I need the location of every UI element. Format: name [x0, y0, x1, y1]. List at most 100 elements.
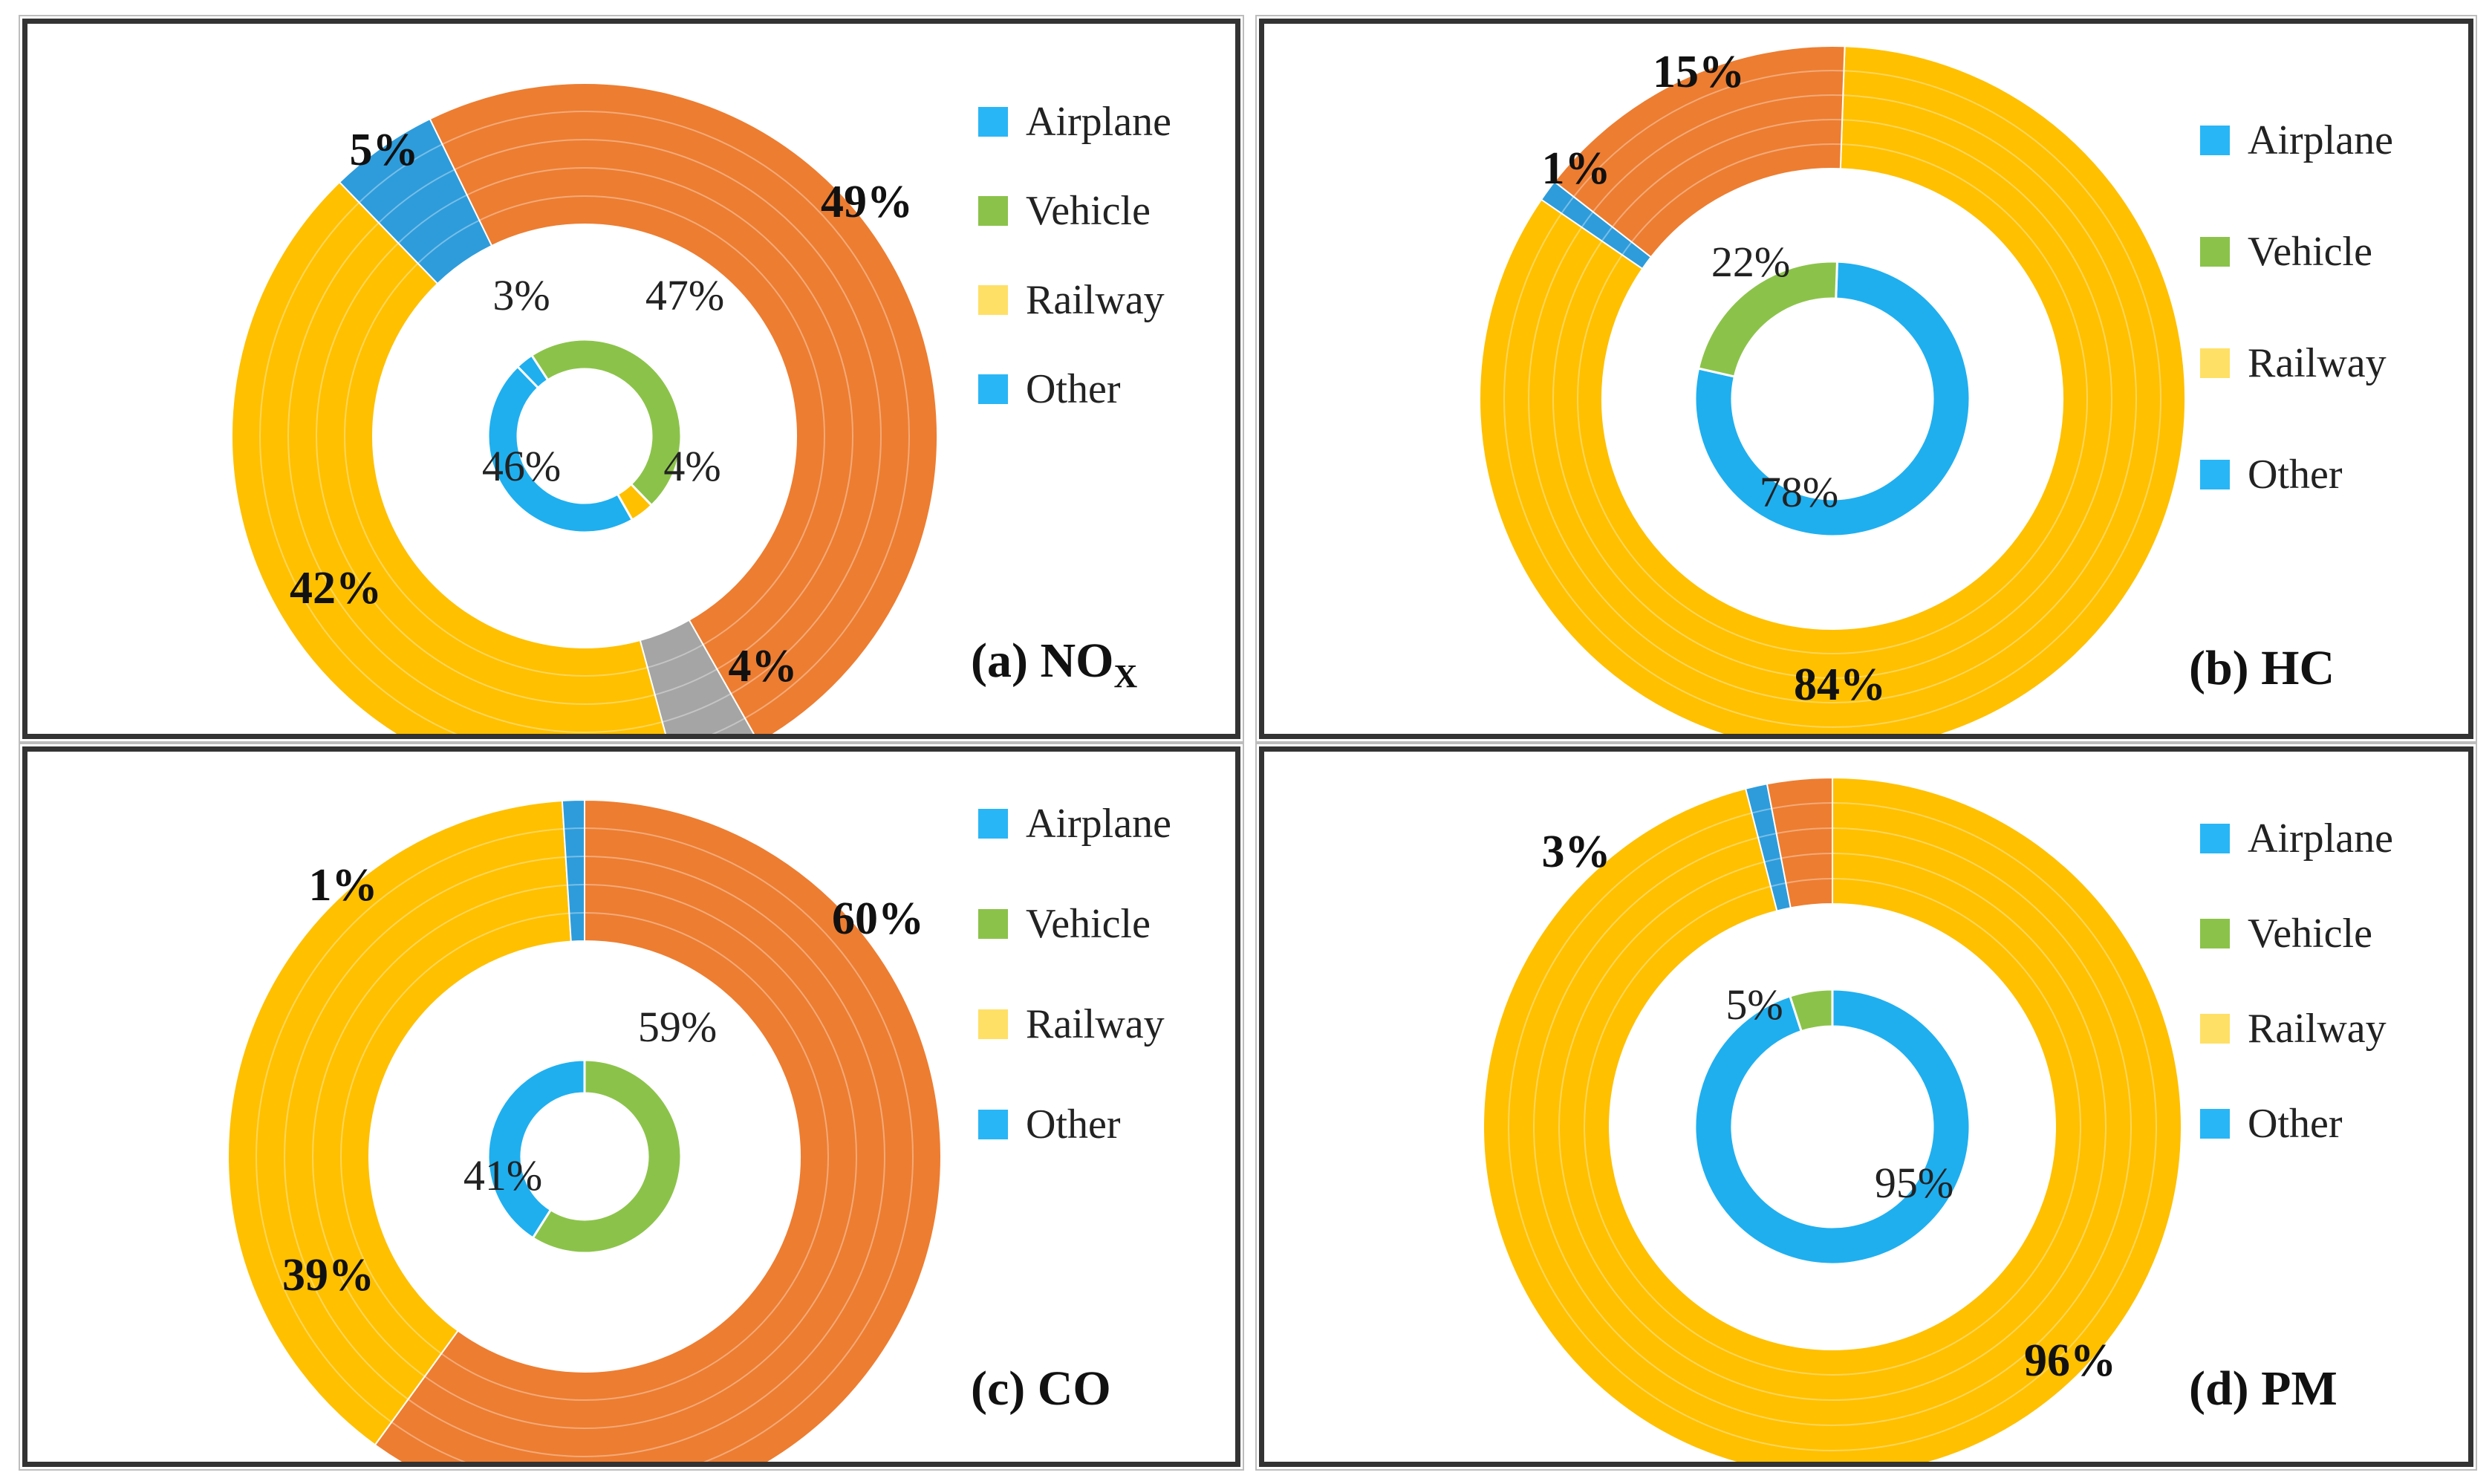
outer-data-label: 1%	[309, 860, 378, 911]
outer-slice-railway	[227, 799, 572, 1446]
ring-separator	[316, 167, 853, 705]
legend-label: Airplane	[1026, 99, 1171, 145]
legend-swatch	[978, 1009, 1008, 1039]
panel-title: (c) CO	[971, 1361, 1111, 1416]
legend-swatch	[2200, 824, 2230, 853]
outer-data-label: 1%	[1542, 143, 1611, 194]
legend-label: Airplane	[1026, 801, 1171, 847]
legend-item-airplane: Airplane	[978, 98, 1171, 146]
legend-item-vehicle: Vehicle	[978, 900, 1151, 948]
panel-title: (b) HC	[2189, 641, 2335, 695]
ring-separator	[340, 912, 829, 1401]
inner-data-label: 46%	[482, 442, 561, 490]
legend-item-other: Other	[2200, 1100, 2343, 1148]
inner-data-label: 3%	[492, 271, 550, 319]
legend-label: Railway	[1026, 277, 1165, 323]
legend-swatch	[978, 107, 1008, 137]
legend-item-other: Other	[2200, 451, 2343, 498]
legend-item-vehicle: Vehicle	[2200, 228, 2372, 276]
legend-label: Vehicle	[1026, 188, 1151, 234]
legend-swatch	[978, 809, 1008, 839]
legend-label: Airplane	[2248, 816, 2393, 862]
outer-slice-airplane	[561, 798, 585, 943]
ring-separator	[1558, 853, 2107, 1401]
ring-separator	[1528, 94, 2137, 703]
legend-item-airplane: Airplane	[978, 800, 1171, 847]
legend-swatch	[978, 909, 1008, 939]
legend-label: Airplane	[2248, 117, 2393, 163]
outer-data-label: 96%	[2024, 1335, 2116, 1386]
inner-data-label: 5%	[1725, 980, 1783, 1029]
inner-slice-other	[487, 1058, 586, 1240]
legend-label: Other	[1026, 366, 1121, 412]
ring-separator	[287, 139, 882, 733]
ring-separator	[1584, 878, 2081, 1376]
inner-data-label: 4%	[663, 442, 720, 490]
ring-separator	[284, 856, 885, 1457]
outer-data-label: 5%	[350, 125, 419, 175]
legend-item-railway: Railway	[978, 276, 1165, 324]
outer-slice-vehicle	[1553, 45, 1846, 258]
ring-separator	[259, 111, 910, 734]
inner-slice-vehicle	[530, 338, 683, 507]
inner-data-label: 47%	[645, 271, 724, 319]
ring-separator	[312, 884, 857, 1429]
panel-title: (d) PM	[2189, 1361, 2338, 1416]
inner-slice-other	[1694, 260, 1971, 538]
legend-label: Other	[2248, 1101, 2343, 1147]
legend-item-vehicle: Vehicle	[2200, 910, 2372, 957]
nox-donut-chart: 5% 49% 4% 42% 3% 47% 4% 46%	[231, 82, 938, 734]
legend-label: Vehicle	[2248, 911, 2372, 957]
ring-separator	[1552, 119, 2112, 679]
legend-swatch	[2200, 1109, 2230, 1139]
legend-swatch	[978, 1110, 1008, 1139]
legend-label: Railway	[2248, 340, 2387, 386]
legend-label: Railway	[2248, 1006, 2387, 1052]
legend-label: Vehicle	[2248, 229, 2372, 275]
legend-swatch	[2200, 1014, 2230, 1044]
legend-swatch	[978, 285, 1008, 315]
legend-item-airplane: Airplane	[2200, 117, 2393, 164]
outer-slice-vehicle	[1766, 776, 1833, 909]
inner-data-label: 41%	[463, 1151, 542, 1200]
outer-data-label: 15%	[1653, 47, 1745, 97]
panel-co: 60% 39% 1% 59% 41% Airplane Vehicle Railway Oth…	[19, 743, 1244, 1471]
ring-separator	[1508, 802, 2157, 1451]
legend-swatch	[2200, 126, 2230, 155]
outer-data-label: 39%	[282, 1250, 374, 1301]
panel-title: (a) NOX	[971, 634, 1138, 695]
legend-swatch	[2200, 237, 2230, 267]
ring-separator	[256, 827, 914, 1462]
inner-data-label: 22%	[1711, 238, 1790, 286]
panel-hc: 84% 1% 15% 78% 22% Airplane Vehicle Railway Oth…	[1255, 15, 2477, 743]
legend-item-airplane: Airplane	[2200, 815, 2393, 862]
outer-data-label: 42%	[290, 563, 382, 614]
legend-swatch	[978, 374, 1008, 404]
outer-slice-vehicle	[374, 798, 942, 1462]
hc-donut-chart: 84% 1% 15% 78% 22%	[1479, 45, 2186, 734]
outer-data-label: 49%	[821, 177, 913, 227]
legend-swatch	[978, 196, 1008, 226]
outer-slice-railway	[1479, 45, 2186, 734]
legend-item-other: Other	[978, 1101, 1121, 1148]
inner-data-label: 95%	[1875, 1159, 1953, 1207]
inner-slice-vehicle	[1696, 260, 1839, 378]
inner-slice-vehicle	[531, 1058, 683, 1254]
legend-label: Railway	[1026, 1001, 1165, 1047]
outer-data-label: 84%	[1794, 660, 1886, 710]
inner-slice-other	[1694, 988, 1971, 1266]
legend-item-railway: Railway	[2200, 339, 2387, 387]
legend-item-other: Other	[978, 365, 1121, 413]
outer-data-label: 60%	[832, 894, 924, 944]
panel-nox: 5% 49% 4% 42% 3% 47% 4% 46% Airplane Vehicle Rail…	[19, 15, 1244, 743]
legend-swatch	[2200, 348, 2230, 378]
legend-swatch	[2200, 460, 2230, 489]
co-donut-chart: 60% 39% 1% 59% 41%	[227, 798, 942, 1462]
outer-slice-vehicle	[429, 82, 938, 734]
ring-separator	[344, 195, 825, 677]
inner-data-label: 78%	[1760, 468, 1838, 516]
ring-separator	[1577, 143, 2088, 654]
legend-item-railway: Railway	[2200, 1005, 2387, 1052]
legend-label: Other	[1026, 1101, 1121, 1148]
inner-slice-vehicle	[1788, 988, 1834, 1033]
